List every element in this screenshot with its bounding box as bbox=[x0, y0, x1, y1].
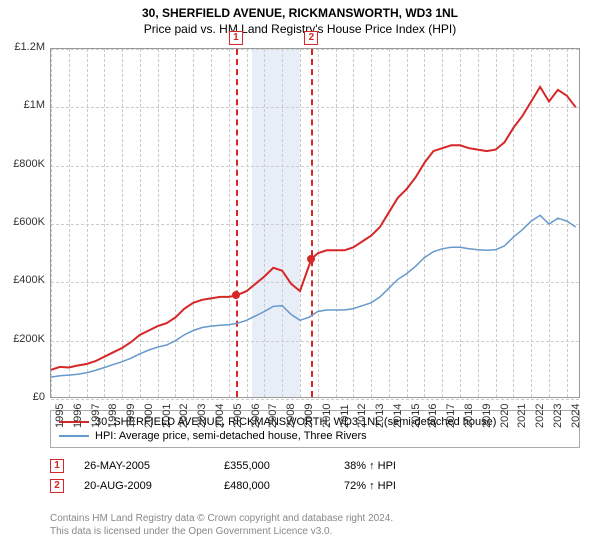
x-axis-label: 2005 bbox=[232, 404, 244, 428]
y-axis-label: £600K bbox=[0, 216, 45, 228]
x-axis-label: 2010 bbox=[321, 404, 333, 428]
x-axis-label: 2014 bbox=[392, 404, 404, 428]
legend-label: HPI: Average price, semi-detached house,… bbox=[95, 430, 367, 442]
transaction-price: £480,000 bbox=[224, 480, 324, 492]
x-axis-label: 1997 bbox=[90, 404, 102, 428]
x-axis-label: 2024 bbox=[570, 404, 582, 428]
x-axis-label: 2009 bbox=[303, 404, 315, 428]
legend-swatch bbox=[59, 435, 89, 437]
chart-container: 30, SHERFIELD AVENUE, RICKMANSWORTH, WD3… bbox=[0, 0, 600, 560]
x-axis-label: 2017 bbox=[445, 404, 457, 428]
x-axis-label: 2000 bbox=[143, 404, 155, 428]
transaction-dot bbox=[232, 291, 240, 299]
transaction-delta: 72% ↑ HPI bbox=[344, 480, 396, 492]
transaction-row: 2 20-AUG-2009 £480,000 72% ↑ HPI bbox=[50, 476, 580, 496]
transaction-number-box: 2 bbox=[50, 479, 64, 493]
transaction-row: 1 26-MAY-2005 £355,000 38% ↑ HPI bbox=[50, 456, 580, 476]
x-axis-label: 2003 bbox=[196, 404, 208, 428]
transaction-table: 1 26-MAY-2005 £355,000 38% ↑ HPI 2 20-AUG-200… bbox=[50, 456, 580, 496]
event-marker: 1 bbox=[229, 31, 243, 45]
transaction-delta: 38% ↑ HPI bbox=[344, 460, 396, 472]
transaction-date: 20-AUG-2009 bbox=[84, 480, 204, 492]
grid-line-h bbox=[51, 399, 579, 400]
series-line-hpi bbox=[51, 215, 576, 377]
x-axis-label: 2001 bbox=[161, 404, 173, 428]
legend-item: HPI: Average price, semi-detached house,… bbox=[59, 429, 571, 443]
x-axis-label: 1998 bbox=[107, 404, 119, 428]
x-axis-label: 2011 bbox=[339, 404, 351, 428]
x-axis-label: 2007 bbox=[267, 404, 279, 428]
y-axis-label: £800K bbox=[0, 158, 45, 170]
x-axis-label: 2020 bbox=[499, 404, 511, 428]
x-axis-label: 2008 bbox=[285, 404, 297, 428]
x-axis-label: 2002 bbox=[178, 404, 190, 428]
y-axis-label: £200K bbox=[0, 333, 45, 345]
x-axis-label: 1999 bbox=[125, 404, 137, 428]
chart-plot-area: 12 bbox=[50, 48, 580, 398]
y-axis-label: £1.2M bbox=[0, 41, 45, 53]
transaction-date: 26-MAY-2005 bbox=[84, 460, 204, 472]
x-axis-label: 1995 bbox=[54, 404, 66, 428]
y-axis-label: £0 bbox=[0, 391, 45, 403]
x-axis-label: 2021 bbox=[516, 404, 528, 428]
transaction-number-box: 1 bbox=[50, 459, 64, 473]
x-axis-label: 1996 bbox=[72, 404, 84, 428]
footer-line2: This data is licensed under the Open Gov… bbox=[50, 525, 580, 538]
x-axis-label: 2019 bbox=[481, 404, 493, 428]
chart-title: 30, SHERFIELD AVENUE, RICKMANSWORTH, WD3… bbox=[0, 0, 600, 20]
x-axis-label: 2016 bbox=[427, 404, 439, 428]
event-marker: 2 bbox=[304, 31, 318, 45]
series-line-price_paid bbox=[51, 87, 576, 370]
x-axis-label: 2004 bbox=[214, 404, 226, 428]
transaction-price: £355,000 bbox=[224, 460, 324, 472]
footer-line1: Contains HM Land Registry data © Crown c… bbox=[50, 512, 580, 525]
x-axis-label: 2018 bbox=[463, 404, 475, 428]
x-axis-label: 2012 bbox=[356, 404, 368, 428]
y-axis-label: £1M bbox=[0, 99, 45, 111]
x-axis-label: 2013 bbox=[374, 404, 386, 428]
footer-text: Contains HM Land Registry data © Crown c… bbox=[50, 512, 580, 538]
chart-subtitle: Price paid vs. HM Land Registry's House … bbox=[0, 20, 600, 36]
x-axis-label: 2006 bbox=[250, 404, 262, 428]
x-axis-label: 2022 bbox=[534, 404, 546, 428]
chart-svg bbox=[51, 49, 581, 399]
x-axis-label: 2023 bbox=[552, 404, 564, 428]
transaction-dot bbox=[307, 255, 315, 263]
x-axis-label: 2015 bbox=[410, 404, 422, 428]
y-axis-label: £400K bbox=[0, 274, 45, 286]
